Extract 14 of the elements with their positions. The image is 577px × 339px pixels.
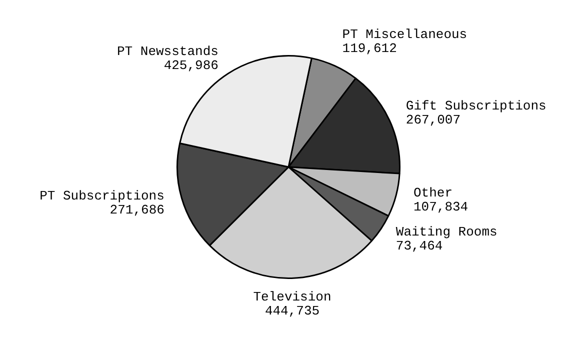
slice-label: Television bbox=[253, 290, 332, 305]
data-label: 73,464 bbox=[396, 238, 443, 254]
data-label: 444,735 bbox=[264, 304, 320, 319]
data-label: 425,986 bbox=[164, 58, 218, 73]
slice-label: PT Subscriptions bbox=[40, 188, 164, 204]
data-label: 107,834 bbox=[414, 199, 468, 214]
data-label: 267,007 bbox=[406, 112, 461, 128]
slice-label: PT Miscellaneous bbox=[342, 26, 468, 42]
slice-label: Other bbox=[414, 185, 453, 200]
data-label: 271,686 bbox=[110, 202, 164, 218]
slice-label: Gift Subscriptions bbox=[406, 98, 546, 114]
slice-label: PT Newsstands bbox=[117, 44, 218, 59]
slice-label: Waiting Rooms bbox=[396, 224, 498, 240]
data-label: 119,612 bbox=[342, 40, 397, 56]
